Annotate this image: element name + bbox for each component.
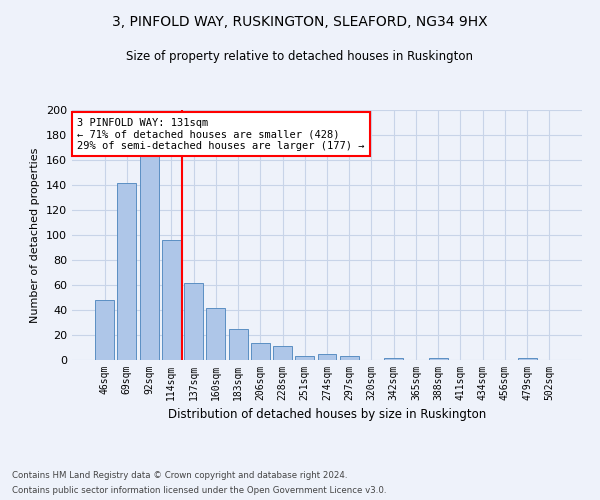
X-axis label: Distribution of detached houses by size in Ruskington: Distribution of detached houses by size … — [168, 408, 486, 422]
Bar — [518, 358, 536, 360]
Bar — [251, 342, 270, 360]
Bar — [317, 354, 337, 360]
Text: Contains HM Land Registry data © Crown copyright and database right 2024.: Contains HM Land Registry data © Crown c… — [12, 471, 347, 480]
Bar — [273, 346, 292, 360]
Text: 3, PINFOLD WAY, RUSKINGTON, SLEAFORD, NG34 9HX: 3, PINFOLD WAY, RUSKINGTON, SLEAFORD, NG… — [112, 15, 488, 29]
Bar — [184, 282, 203, 360]
Y-axis label: Number of detached properties: Number of detached properties — [31, 148, 40, 322]
Bar — [206, 308, 225, 360]
Bar — [229, 329, 248, 360]
Bar — [95, 300, 114, 360]
Bar — [384, 358, 403, 360]
Text: Size of property relative to detached houses in Ruskington: Size of property relative to detached ho… — [127, 50, 473, 63]
Text: 3 PINFOLD WAY: 131sqm
← 71% of detached houses are smaller (428)
29% of semi-det: 3 PINFOLD WAY: 131sqm ← 71% of detached … — [77, 118, 365, 150]
Bar — [140, 156, 158, 360]
Bar — [429, 358, 448, 360]
Text: Contains public sector information licensed under the Open Government Licence v3: Contains public sector information licen… — [12, 486, 386, 495]
Bar — [340, 356, 359, 360]
Bar — [162, 240, 181, 360]
Bar — [295, 356, 314, 360]
Bar — [118, 182, 136, 360]
